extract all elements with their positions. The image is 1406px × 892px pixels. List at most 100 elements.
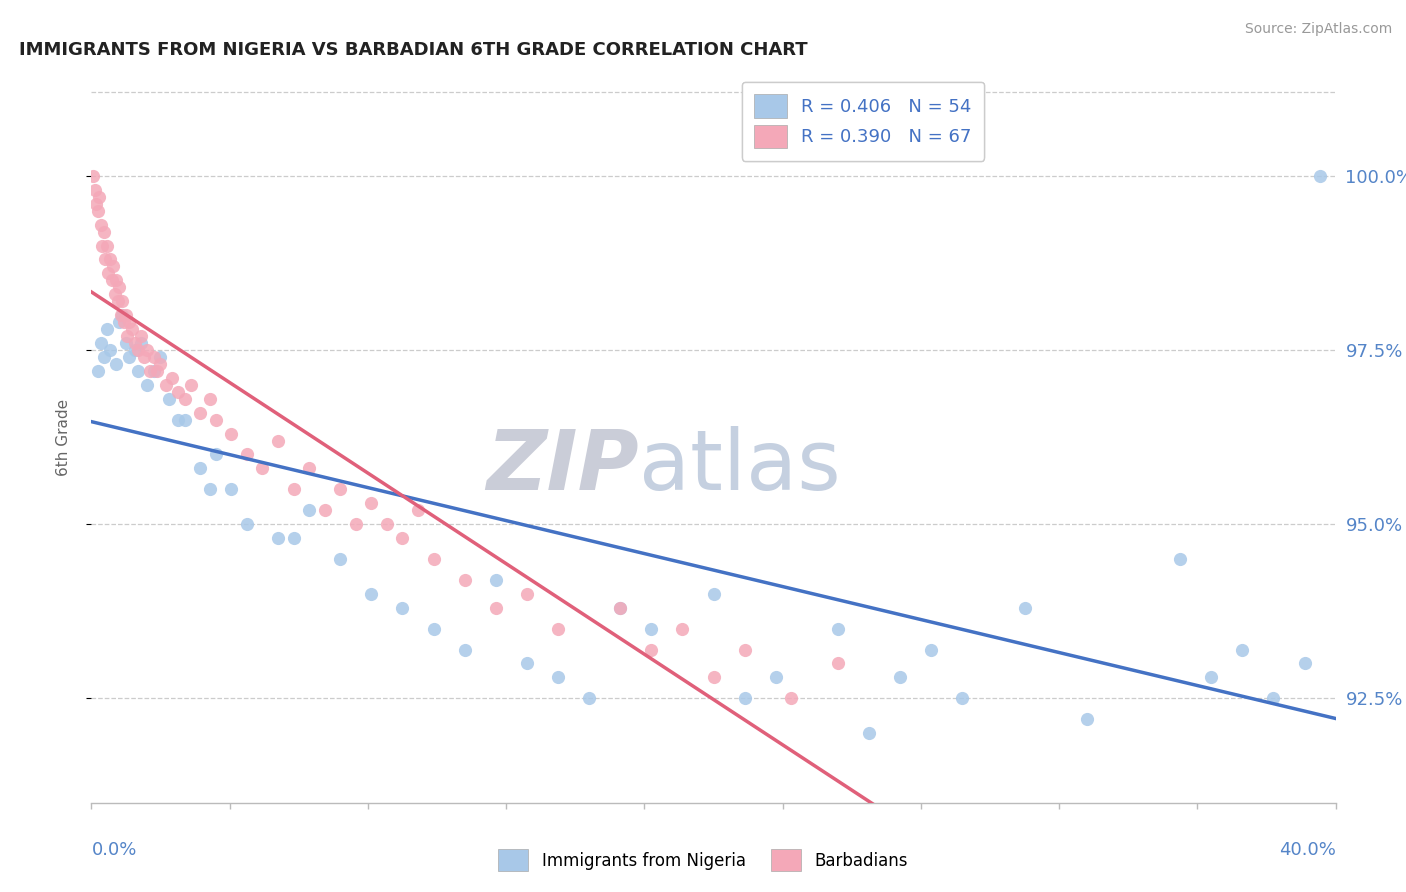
- Point: [422, 552, 444, 566]
- Point: [609, 600, 631, 615]
- Point: [101, 260, 124, 274]
- Point: [155, 377, 177, 392]
- Point: [702, 670, 725, 684]
- Y-axis label: 6th Grade: 6th Grade: [56, 399, 70, 475]
- Point: [205, 448, 228, 462]
- Point: [134, 350, 156, 364]
- Point: [105, 357, 128, 371]
- Point: [98, 343, 121, 357]
- Point: [114, 336, 136, 351]
- Point: [547, 622, 569, 636]
- Point: [391, 531, 413, 545]
- Point: [145, 364, 167, 378]
- Point: [360, 496, 382, 510]
- Point: [129, 336, 152, 351]
- Point: [129, 329, 152, 343]
- Point: [96, 322, 118, 336]
- Point: [283, 483, 305, 497]
- Point: [391, 600, 413, 615]
- Text: 40.0%: 40.0%: [1279, 841, 1336, 859]
- Point: [127, 343, 149, 357]
- Point: [83, 183, 105, 197]
- Point: [118, 350, 141, 364]
- Point: [93, 350, 115, 364]
- Point: [136, 343, 159, 357]
- Point: [162, 371, 184, 385]
- Point: [1168, 552, 1191, 566]
- Point: [98, 252, 121, 267]
- Point: [198, 483, 221, 497]
- Point: [142, 364, 165, 378]
- Point: [86, 364, 108, 378]
- Point: [167, 384, 190, 399]
- Point: [252, 461, 274, 475]
- Point: [110, 308, 132, 322]
- Point: [139, 364, 162, 378]
- Point: [453, 642, 475, 657]
- Point: [547, 670, 569, 684]
- Point: [236, 517, 259, 532]
- Point: [93, 225, 115, 239]
- Point: [375, 517, 398, 532]
- Point: [1014, 600, 1036, 615]
- Point: [157, 392, 180, 406]
- Point: [82, 169, 104, 183]
- Point: [96, 238, 118, 252]
- Point: [329, 483, 352, 497]
- Text: 0.0%: 0.0%: [91, 841, 136, 859]
- Point: [198, 392, 221, 406]
- Point: [671, 622, 693, 636]
- Point: [142, 350, 165, 364]
- Point: [485, 573, 508, 587]
- Point: [827, 622, 849, 636]
- Point: [827, 657, 849, 671]
- Point: [780, 691, 803, 706]
- Point: [173, 412, 195, 426]
- Point: [107, 294, 129, 309]
- Point: [173, 392, 195, 406]
- Point: [104, 287, 127, 301]
- Point: [111, 308, 134, 322]
- Point: [115, 329, 138, 343]
- Point: [112, 315, 135, 329]
- Text: atlas: atlas: [638, 425, 841, 507]
- Point: [188, 406, 211, 420]
- Legend: Immigrants from Nigeria, Barbadians: Immigrants from Nigeria, Barbadians: [491, 841, 915, 880]
- Point: [267, 434, 290, 448]
- Point: [314, 503, 336, 517]
- Point: [283, 531, 305, 545]
- Point: [950, 691, 973, 706]
- Point: [86, 203, 108, 218]
- Text: IMMIGRANTS FROM NIGERIA VS BARBADIAN 6TH GRADE CORRELATION CHART: IMMIGRANTS FROM NIGERIA VS BARBADIAN 6TH…: [20, 41, 808, 59]
- Point: [765, 670, 787, 684]
- Point: [94, 252, 117, 267]
- Point: [89, 190, 111, 204]
- Point: [485, 600, 508, 615]
- Point: [84, 196, 107, 211]
- Point: [236, 448, 259, 462]
- Legend: R = 0.406   N = 54, R = 0.390   N = 67: R = 0.406 N = 54, R = 0.390 N = 67: [741, 82, 984, 161]
- Text: Source: ZipAtlas.com: Source: ZipAtlas.com: [1244, 22, 1392, 37]
- Point: [578, 691, 600, 706]
- Point: [136, 377, 159, 392]
- Point: [267, 531, 290, 545]
- Point: [1309, 169, 1331, 183]
- Point: [149, 357, 172, 371]
- Point: [858, 726, 880, 740]
- Point: [108, 280, 131, 294]
- Point: [90, 336, 112, 351]
- Point: [298, 461, 321, 475]
- Point: [167, 412, 190, 426]
- Point: [1201, 670, 1223, 684]
- Point: [121, 322, 143, 336]
- Point: [221, 483, 243, 497]
- Text: ZIP: ZIP: [486, 425, 638, 507]
- Point: [360, 587, 382, 601]
- Point: [453, 573, 475, 587]
- Point: [640, 622, 662, 636]
- Point: [889, 670, 911, 684]
- Point: [516, 587, 538, 601]
- Point: [1076, 712, 1098, 726]
- Point: [180, 377, 202, 392]
- Point: [640, 642, 662, 657]
